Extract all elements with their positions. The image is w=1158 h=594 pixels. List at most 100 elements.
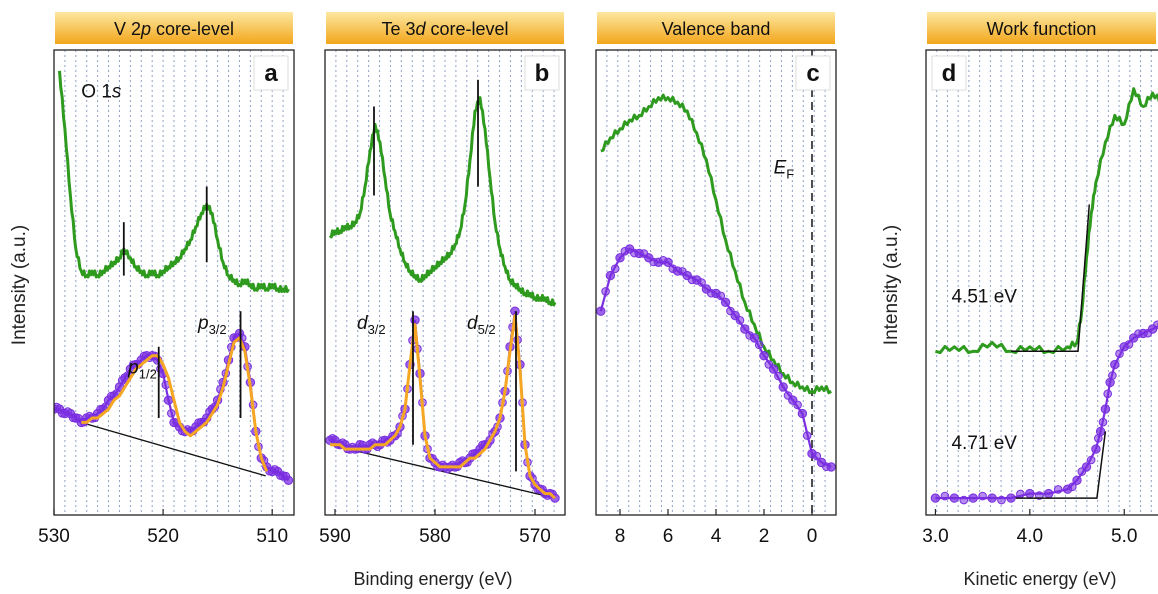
data-point [1081, 462, 1092, 472]
data-point [163, 395, 174, 405]
annotation-label: p3/2 [197, 313, 227, 337]
data-point [774, 371, 783, 381]
y-axis-label-right: Intensity (a.u.) [881, 225, 902, 345]
x-tick-label: 580 [419, 526, 451, 547]
x-tick-label: 4.0 [1017, 526, 1043, 547]
data-point [1100, 404, 1111, 414]
data-point [802, 431, 812, 440]
series-line-green [58, 70, 290, 293]
panel-title: Valence band [662, 19, 771, 39]
data-point [759, 351, 769, 361]
x-tick-label: 590 [319, 526, 351, 547]
data-point [826, 462, 836, 472]
data-point [615, 253, 625, 263]
panel-b: Te 3d core-level b 590 580 570 d3/2 d5/2 [319, 12, 566, 547]
fit-curve [81, 336, 269, 472]
data-point [1086, 455, 1096, 465]
panel-letter-box [524, 55, 560, 91]
panel-title-banner [927, 12, 1156, 44]
data-point [601, 287, 610, 296]
panel-title: V 2p core-level [114, 19, 234, 39]
series-line-green [328, 96, 557, 307]
annotation-label: O 1s [81, 82, 122, 103]
series-line-green [935, 87, 1158, 355]
panel-letter: c [806, 60, 819, 87]
cutoff-fit-line [1015, 431, 1107, 499]
data-point [283, 475, 294, 485]
panel-letter: d [942, 60, 957, 87]
data-point [754, 340, 764, 350]
data-point [1110, 359, 1120, 370]
data-point [978, 491, 987, 501]
data-point [997, 495, 1006, 505]
x-tick-label: 8 [615, 526, 626, 547]
data-point [793, 400, 802, 410]
data-point [778, 382, 788, 392]
x-tick-label: 510 [256, 526, 288, 547]
data-point [610, 264, 620, 274]
data-point [1115, 349, 1124, 359]
background-baseline [329, 444, 556, 499]
data-point [167, 409, 176, 418]
panel-letter: b [535, 60, 550, 87]
panel-title-banner [326, 12, 564, 44]
data-point [716, 291, 726, 301]
fit-curve [330, 314, 557, 500]
x-tick-label: 5.0 [1111, 526, 1137, 547]
data-point [797, 408, 808, 419]
panel-c: Valence band c 8 6 4 2 0 EF [595, 12, 837, 547]
data-point [605, 270, 616, 281]
data-point [768, 364, 779, 374]
plot-frame [53, 49, 295, 516]
plot-frame [324, 49, 566, 516]
annotation-label: d3/2 [357, 313, 386, 337]
annotation-label: 4.51 eV [951, 286, 1017, 307]
panel-letter: a [264, 60, 278, 87]
data-point [1103, 389, 1112, 399]
data-point [1098, 417, 1108, 427]
data-point [410, 315, 420, 325]
plot-area [54, 70, 294, 485]
data-point [1153, 320, 1158, 330]
data-point [1068, 482, 1077, 492]
plot-frame [925, 49, 1158, 516]
data-point [1016, 489, 1025, 499]
data-point [735, 316, 745, 325]
data-point [1044, 488, 1054, 499]
panel-letter-box [253, 55, 289, 91]
data-point [749, 333, 760, 343]
plot-area [325, 79, 560, 503]
panel-a: V 2p core-level a 530 520 510 O 1s p1/2 p3/2 [38, 12, 295, 547]
x-tick-label: 3.0 [922, 526, 948, 547]
data-point [959, 495, 969, 505]
data-point [930, 493, 941, 503]
x-tick-label: 6 [663, 526, 674, 547]
data-point [697, 278, 706, 287]
panel-title: Te 3d core-level [381, 19, 508, 39]
panels: V 2p core-level a 530 520 510 O 1s p1/2 p3/2 Te … [38, 12, 1158, 547]
series-line-green [600, 93, 832, 395]
x-axis-label-kinetic: Kinetic energy (eV) [963, 569, 1116, 589]
data-point [949, 493, 959, 503]
annotation-label: EF [774, 157, 795, 181]
x-tick-label: 530 [38, 526, 70, 547]
panel-letter-box [931, 55, 967, 91]
data-point [720, 297, 731, 307]
background-baseline [81, 421, 266, 477]
y-axis-label-left: Intensity (a.u.) [9, 225, 30, 345]
data-point [596, 306, 606, 316]
data-point [968, 493, 978, 503]
data-point [1108, 371, 1117, 380]
x-tick-label: 4 [711, 526, 722, 547]
panel-title-banner [597, 12, 835, 44]
data-point [1053, 485, 1063, 494]
plot-area [930, 87, 1158, 505]
x-tick-label: 570 [519, 526, 551, 547]
panel-title: Work function [987, 19, 1097, 39]
cutoff-fit-line [1011, 204, 1091, 353]
data-point [1025, 488, 1035, 499]
data-point [1091, 444, 1101, 454]
data-point [987, 493, 997, 503]
data-point [663, 257, 673, 267]
